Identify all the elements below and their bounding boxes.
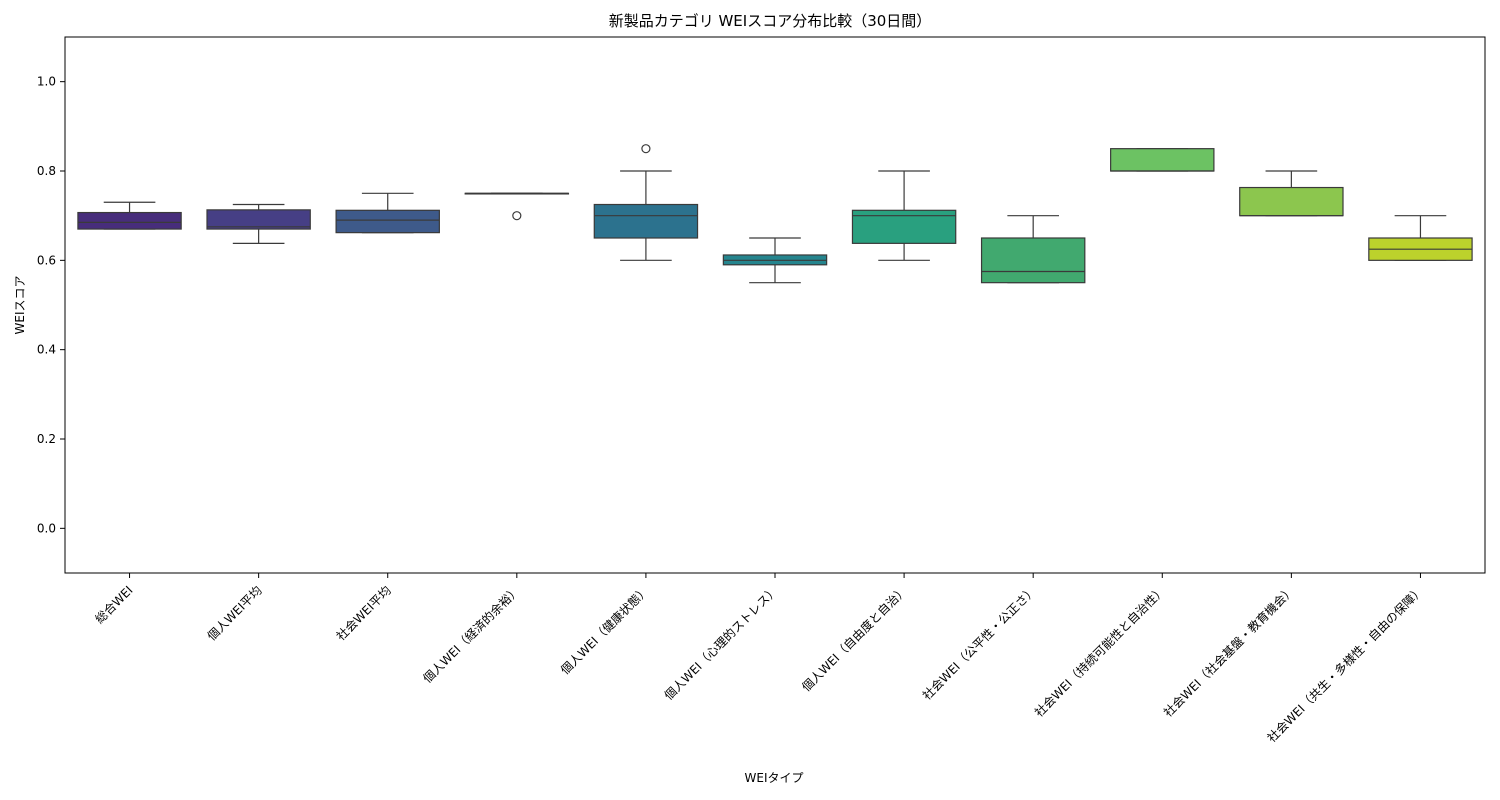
y-tick-label: 0.0	[37, 521, 56, 535]
box-iqr	[593, 203, 699, 239]
box-iqr	[335, 209, 440, 234]
x-category-label: 社会WEI（社会基盤・教育機会）	[1160, 583, 1297, 720]
box-group	[722, 237, 828, 284]
x-category-label: 社会WEI（公平性・公正さ）	[919, 583, 1039, 703]
x-axis-ticks: 総合WEI 個人WEI平均 社会WEI平均 個人WEI（経済的余裕） 個人WEI（健康状…	[92, 573, 1427, 745]
y-tick-label: 0.2	[37, 432, 56, 446]
box-iqr	[980, 237, 1086, 284]
box-group	[1368, 215, 1473, 261]
box-group	[593, 144, 699, 261]
box-group	[1110, 148, 1215, 172]
box-group	[464, 192, 570, 221]
box-group	[980, 215, 1086, 284]
box-group	[851, 170, 957, 261]
y-tick-label: 0.4	[37, 343, 56, 357]
x-category-label: 個人WEI平均	[205, 583, 265, 643]
box-iqr	[206, 209, 311, 230]
box-group	[77, 201, 182, 230]
y-tick-label: 0.8	[37, 164, 56, 178]
x-category-label: 総合WEI	[92, 583, 136, 627]
box-series	[77, 144, 1473, 284]
outlier-point	[641, 144, 651, 154]
box-group	[335, 192, 440, 234]
x-category-label: 社会WEI（持続可能性と自治性）	[1031, 583, 1168, 720]
x-category-label: 社会WEI（共生・多様性・自由の保障）	[1264, 583, 1427, 746]
x-category-label: 社会WEI平均	[333, 583, 394, 644]
box-iqr	[1110, 148, 1215, 172]
plot-area-frame	[64, 36, 1486, 574]
box-group	[206, 203, 311, 244]
outlier-point	[512, 211, 522, 221]
box-group	[1239, 170, 1344, 217]
x-category-label: 個人WEI（健康状態）	[557, 583, 652, 678]
x-axis-label: WEIタイプ	[745, 771, 804, 785]
x-category-label: 個人WEI（自由度と自治）	[798, 583, 910, 695]
box-iqr	[1239, 186, 1344, 217]
y-axis-label: WEIスコア	[13, 276, 27, 335]
chart-title: 新製品カテゴリ WEIスコア分布比較（30日間）	[609, 12, 932, 30]
y-axis-ticks: 0.0 0.2 0.4 0.6 0.8 1.0	[37, 75, 65, 535]
box-iqr	[77, 211, 182, 230]
y-tick-label: 0.6	[37, 253, 56, 267]
x-category-label: 個人WEI（心理的ストレス）	[661, 583, 781, 703]
x-category-label: 個人WEI（経済的余裕）	[420, 583, 523, 686]
y-tick-label: 1.0	[37, 75, 56, 89]
